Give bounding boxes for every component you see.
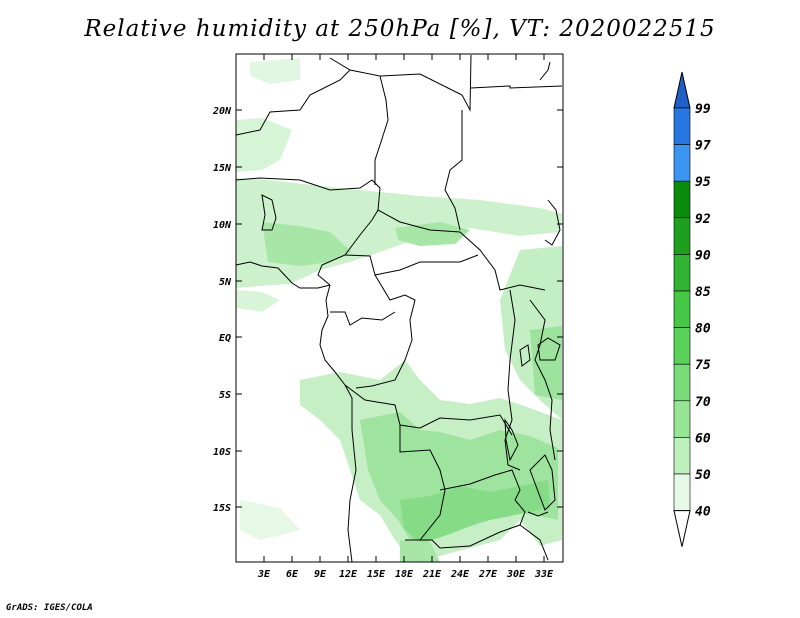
lat-label: 15S (213, 503, 231, 514)
lon-label: 27E (478, 569, 498, 580)
lat-label: 20N (212, 106, 232, 117)
latitude-axis (236, 109, 563, 508)
longitude-axis (263, 54, 545, 562)
colorbar-swatch (673, 473, 691, 511)
colorbar-top-arrow (673, 71, 691, 109)
colorbar-label: 99 (695, 102, 711, 117)
colorbar-label: 90 (695, 248, 711, 263)
colorbar-label: 60 (695, 431, 711, 446)
colorbar-label: 75 (695, 358, 711, 373)
lat-label: EQ (219, 333, 231, 344)
lon-label: 33E (534, 569, 554, 580)
lat-label: 15N (213, 163, 232, 174)
lat-label: 5S (219, 390, 231, 401)
lon-label: 21E (422, 569, 442, 580)
colorbar-swatch (673, 217, 691, 255)
colorbar-bottom-arrow (673, 510, 691, 547)
colorbar-label: 92 (695, 212, 711, 227)
credit-label: GrADS: IGES/COLA (6, 603, 93, 613)
colorbar-swatch (673, 107, 691, 145)
country-borders (235, 54, 563, 563)
lat-label: 10S (213, 447, 231, 458)
colorbar-label: 50 (695, 468, 711, 483)
colorbar-swatch (673, 180, 691, 219)
colorbar-swatch (673, 363, 691, 402)
colorbar-swatch (673, 144, 691, 182)
lon-label: 9E (314, 569, 327, 580)
lon-label: 12E (339, 569, 358, 580)
colorbar: 99 97 95 92 90 85 80 75 70 60 50 40 (673, 71, 711, 547)
humidity-shading (236, 58, 562, 562)
colorbar-swatch (673, 290, 691, 328)
colorbar-label: 95 (695, 175, 711, 190)
lon-label: 24E (450, 569, 470, 580)
lon-label: 15E (367, 569, 386, 580)
lon-label: 3E (257, 569, 271, 580)
lat-label: 5N (219, 277, 232, 288)
colorbar-swatch (673, 254, 691, 292)
colorbar-label: 97 (695, 139, 711, 154)
map-title: Relative humidity at 250hPa [%], VT: 202… (84, 16, 716, 42)
lat-label: 10N (213, 220, 232, 231)
colorbar-label: 40 (695, 505, 711, 520)
colorbar-label: 80 (695, 322, 711, 337)
colorbar-swatch (673, 437, 691, 475)
lon-label: 18E (395, 569, 414, 580)
colorbar-label: 85 (695, 285, 711, 300)
lon-label: 6E (286, 569, 299, 580)
colorbar-swatch (673, 400, 691, 438)
lon-label: 30E (506, 569, 526, 580)
map-frame (235, 53, 564, 563)
colorbar-label: 70 (695, 395, 711, 410)
colorbar-swatch (673, 327, 691, 365)
